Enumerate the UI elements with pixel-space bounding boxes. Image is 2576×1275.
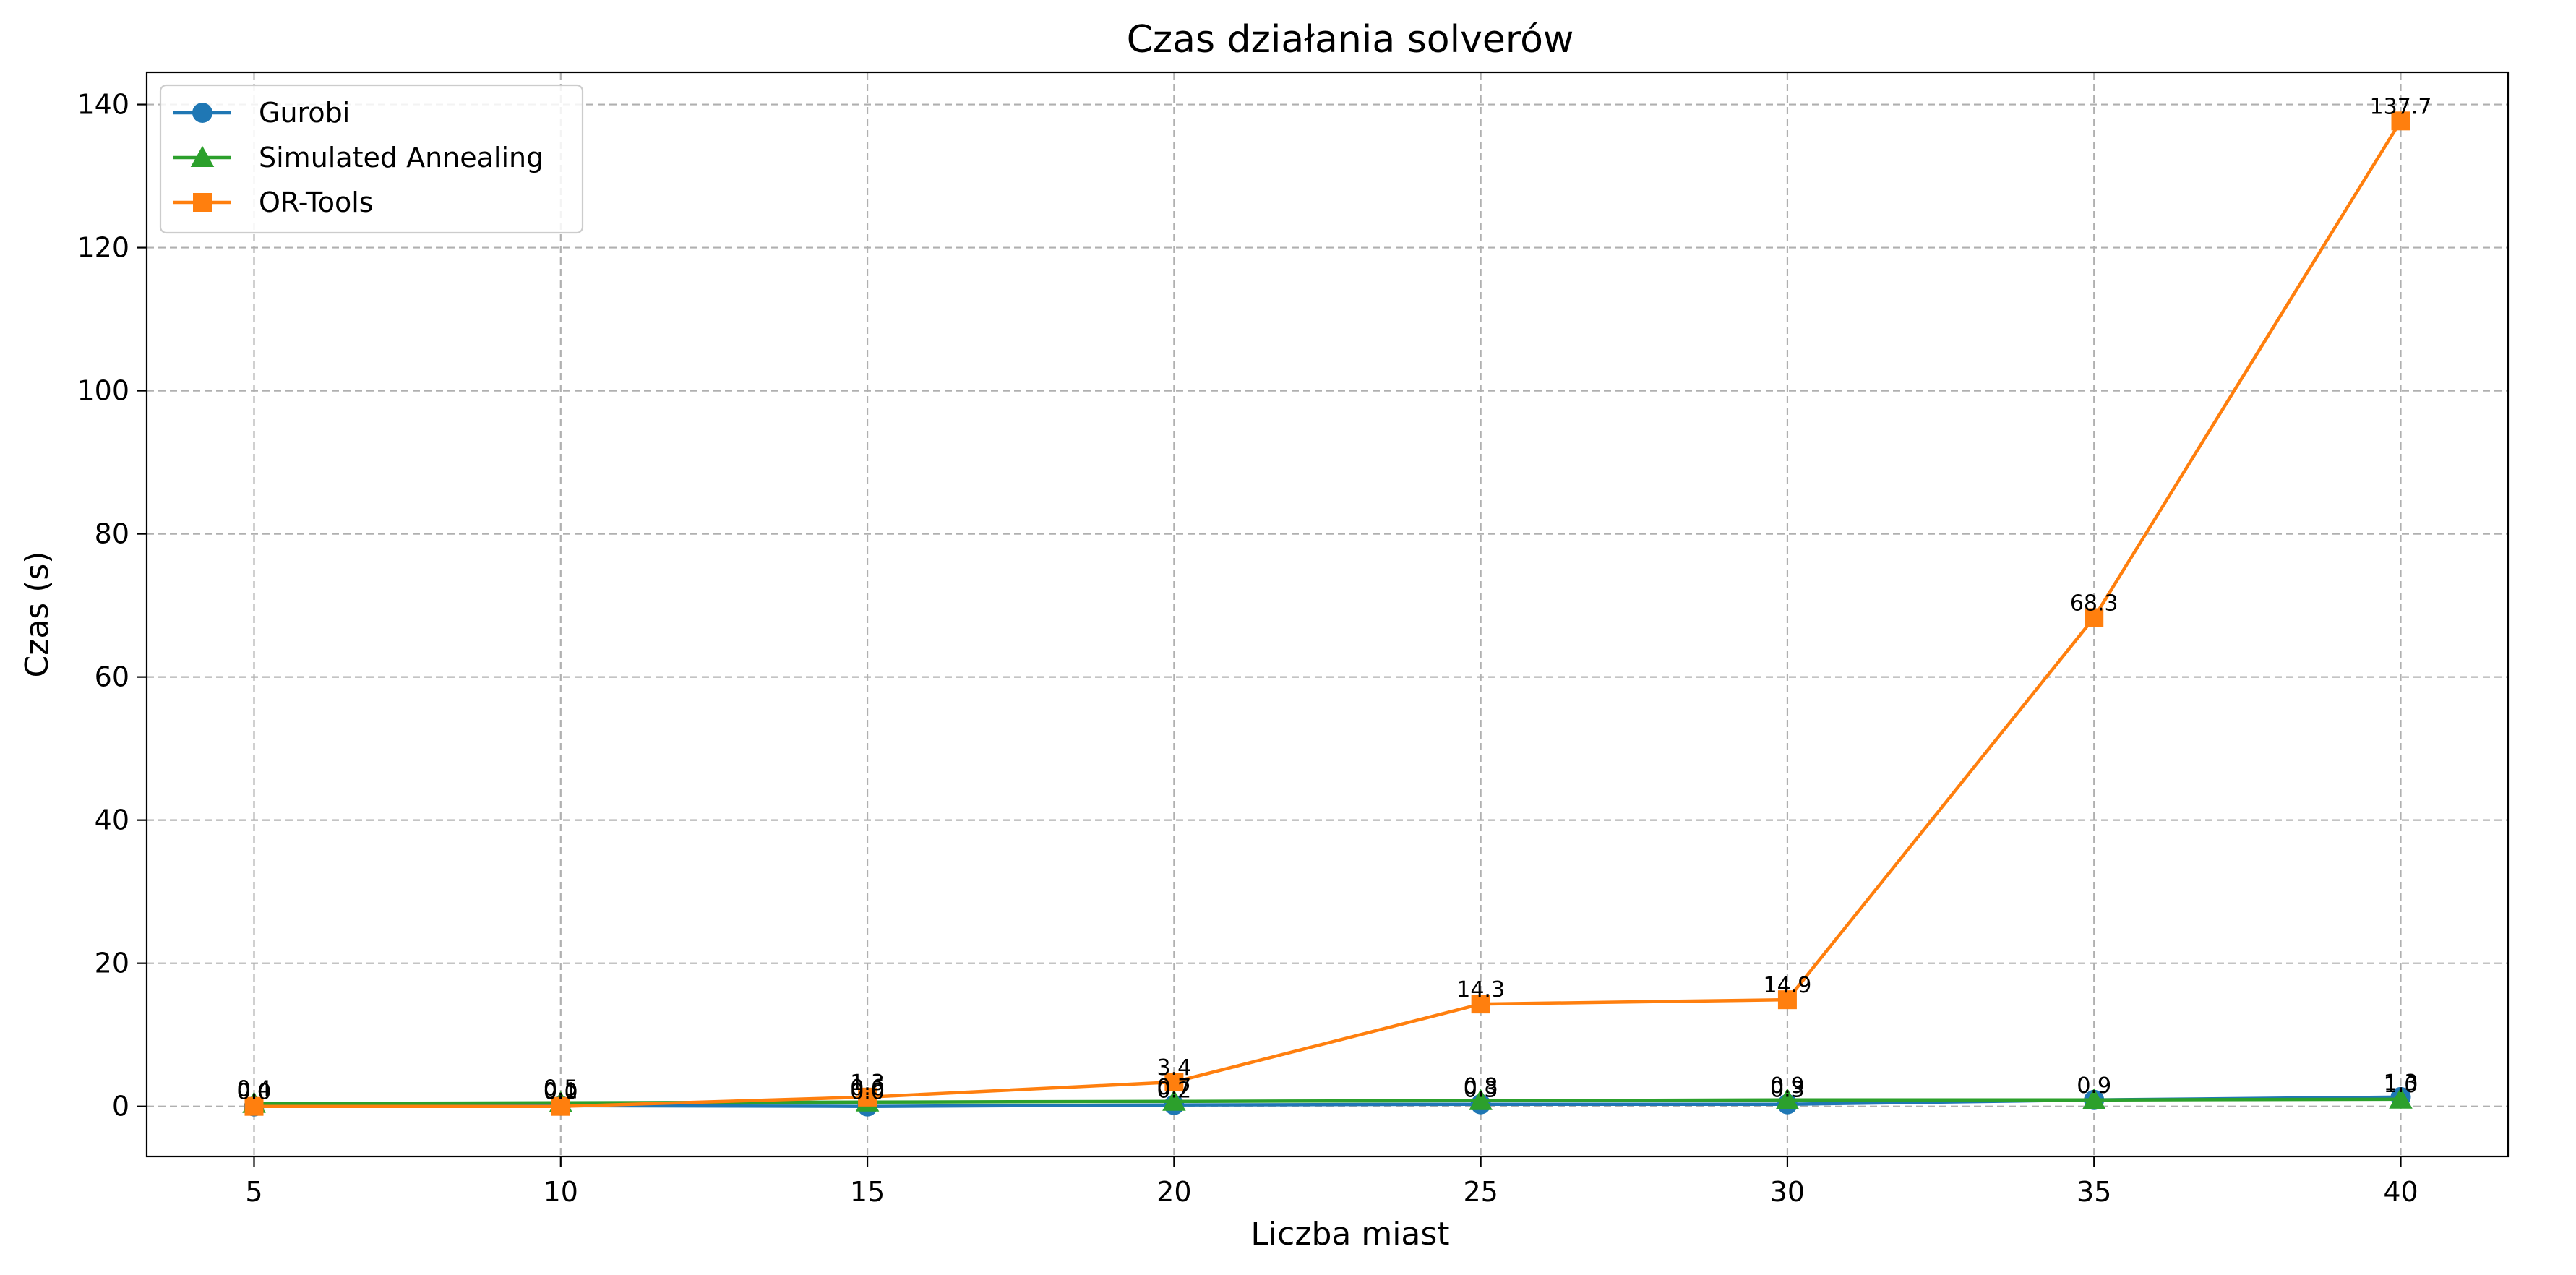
simulated-annealing-data-label: 0.9 xyxy=(1770,1073,1805,1099)
simulated-annealing-data-label: 0.6 xyxy=(850,1076,885,1101)
or-tools-data-label: 3.4 xyxy=(1156,1055,1191,1081)
legend-marker xyxy=(190,145,215,167)
y-tick-label: 120 xyxy=(77,232,129,264)
simulated-annealing-data-label: 0.7 xyxy=(1156,1075,1191,1100)
legend-item-gurobi: Gurobi xyxy=(173,97,350,129)
or-tools-data-label: 137.7 xyxy=(2370,94,2432,119)
x-tick-label: 30 xyxy=(1770,1176,1805,1208)
simulated-annealing-point xyxy=(2389,1087,2413,1109)
x-tick-label: 35 xyxy=(2077,1176,2111,1208)
x-axis-ticks: 5 10 15 20 25 30 35 40 xyxy=(245,1156,2418,1208)
x-tick-label: 25 xyxy=(1463,1176,1498,1208)
series-layer xyxy=(242,111,2413,1117)
or-tools-data-label: 14.3 xyxy=(1456,977,1505,1003)
y-tick-label: 100 xyxy=(77,375,129,407)
legend-label: Simulated Annealing xyxy=(259,142,544,173)
legend: Gurobi Simulated Annealing OR-Tools xyxy=(159,84,584,234)
simulated-annealing-data-label: 0.8 xyxy=(1464,1074,1498,1099)
y-tick-label: 0 xyxy=(112,1091,129,1122)
y-axis-label: Czas (s) xyxy=(19,551,56,678)
or-tools-point xyxy=(1777,990,1797,1010)
y-tick-label: 140 xyxy=(77,89,129,121)
or-tools-point xyxy=(858,1087,877,1107)
gurobi-data-label: 0.3 xyxy=(1464,1078,1498,1103)
simulated-annealing-point xyxy=(2082,1088,2106,1109)
simulated-annealing-line xyxy=(254,1097,2401,1105)
gurobi-data-label: 0.9 xyxy=(2077,1073,2111,1099)
gurobi-data-label: 1.3 xyxy=(2384,1070,2418,1096)
or-tools-point xyxy=(244,1096,264,1116)
y-axis-ticks: 0 20 40 60 80 100 120 140 xyxy=(77,89,147,1122)
or-tools-point xyxy=(1164,1073,1184,1092)
legend-label: Gurobi xyxy=(259,97,350,129)
simulated-annealing-data-label: 1.0 xyxy=(2384,1073,2418,1098)
legend-box xyxy=(159,84,584,234)
y-tick-label: 20 xyxy=(95,948,129,979)
simulated-annealing-data-label: 0.5 xyxy=(544,1076,578,1102)
data-labels: 0.0 0.1 0.0 0.2 0.3 0.3 0.9 1.30.4 0.5 0.6 0.7 0.8 0… xyxy=(237,94,2432,1104)
y-tick-label: 80 xyxy=(95,518,129,550)
legend-marker xyxy=(193,193,212,212)
or-tools-data-label: 1.3 xyxy=(850,1070,885,1096)
or-tools-data-label: 68.3 xyxy=(2070,591,2118,616)
or-tools-line xyxy=(254,120,2403,1108)
series-or-tools xyxy=(244,111,2410,1116)
gurobi-data-label: 0.1 xyxy=(544,1079,578,1104)
or-tools-data-label: 14.9 xyxy=(1764,973,1812,998)
simulated-annealing-point xyxy=(1775,1088,1800,1109)
or-tools-data-label: 0.0 xyxy=(237,1080,272,1105)
x-tick-label: 40 xyxy=(2383,1176,2418,1208)
gurobi-data-label: 0.2 xyxy=(1156,1078,1191,1104)
x-tick-label: 10 xyxy=(544,1176,578,1208)
x-axis-label: Liczba miast xyxy=(1250,1216,1449,1253)
simulated-annealing-point xyxy=(1162,1089,1186,1111)
or-tools-point xyxy=(2085,608,2104,627)
plot-frame xyxy=(145,71,2510,1158)
simulated-annealing-point xyxy=(1469,1089,1493,1110)
legend-label: OR-Tools xyxy=(259,186,374,218)
legend-item-or-tools: OR-Tools xyxy=(173,186,374,218)
gurobi-data-label: 0.0 xyxy=(237,1080,272,1105)
or-tools-point xyxy=(551,1096,570,1116)
x-tick-label: 5 xyxy=(245,1176,262,1208)
y-tick-label: 40 xyxy=(95,804,129,836)
simulated-annealing-data-label: 0.4 xyxy=(237,1077,272,1102)
x-tick-label: 15 xyxy=(850,1176,885,1208)
simulated-annealing-data-label: 0.9 xyxy=(2077,1073,2111,1099)
gurobi-data-label: 0.3 xyxy=(1770,1078,1805,1103)
or-tools-data-label: 0.0 xyxy=(544,1080,578,1105)
or-tools-point xyxy=(1471,995,1490,1014)
x-tick-label: 20 xyxy=(1156,1176,1191,1208)
or-tools-point xyxy=(2391,111,2410,131)
chart-title: Czas działania solverów xyxy=(1127,18,1574,61)
legend-item-simulated-annealing: Simulated Annealing xyxy=(173,142,544,173)
legend-marker xyxy=(192,103,212,123)
y-tick-label: 60 xyxy=(95,661,129,693)
gurobi-data-label: 0.0 xyxy=(850,1080,885,1105)
grid-lines xyxy=(147,72,2508,1156)
